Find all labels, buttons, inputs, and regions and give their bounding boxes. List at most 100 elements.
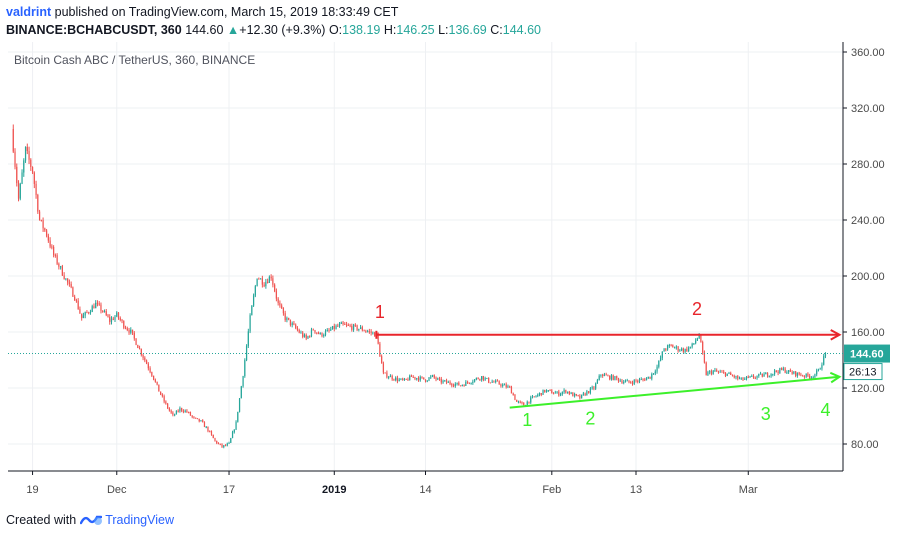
candle-body (38, 211, 41, 220)
candle-body (366, 331, 369, 333)
candle-body (67, 278, 69, 283)
author-name[interactable]: valdrint (6, 5, 52, 19)
candle-body (233, 429, 235, 433)
candle-body (181, 408, 183, 411)
candle-body (612, 375, 614, 380)
countdown-box (843, 363, 883, 381)
candle-body (293, 323, 295, 325)
candle-body (40, 219, 42, 221)
candle-body (126, 328, 128, 331)
candle-body (89, 312, 92, 314)
candle-body (231, 432, 234, 439)
candle-body (663, 349, 665, 352)
candle-body (356, 325, 358, 330)
candle-body (484, 378, 486, 380)
candle-body (395, 377, 397, 381)
candle-body (361, 327, 363, 331)
candle-body (31, 166, 34, 173)
candle-body (205, 426, 207, 428)
candle-body (505, 384, 507, 388)
candle-body (407, 379, 409, 381)
candle-body (203, 422, 206, 428)
candle-body (149, 368, 151, 373)
candle-body (435, 377, 437, 380)
candle-body (498, 381, 500, 385)
candle-body (802, 375, 804, 377)
candle-body (537, 394, 539, 397)
candle-body (800, 374, 802, 376)
candle-body (352, 324, 355, 330)
candle-body (596, 380, 599, 384)
candle-body (49, 240, 51, 247)
candle-body (145, 360, 148, 364)
candle-body (503, 384, 506, 386)
candle-body (19, 183, 21, 199)
candle-body (716, 370, 718, 372)
candle-body (745, 376, 748, 379)
candle-body (791, 371, 793, 374)
candle-body (268, 276, 270, 283)
candle-body (533, 396, 535, 398)
x-tick-label: 17 (223, 484, 235, 496)
candle-body (130, 329, 132, 333)
candle-body (100, 304, 102, 311)
candle-body (565, 390, 567, 393)
candle-body (456, 382, 458, 384)
candle-body (547, 390, 549, 392)
candle-body (154, 379, 156, 382)
y-tick-label: 360.00 (851, 47, 885, 59)
candle-body (212, 434, 214, 439)
candle-body (167, 403, 169, 409)
candle-body (589, 388, 592, 393)
candle-body (617, 378, 620, 382)
candle-body (340, 322, 342, 324)
candle-body (381, 356, 383, 364)
candle-body (238, 398, 241, 412)
candle-body (605, 374, 607, 376)
candle-body (158, 384, 160, 392)
candle-body (207, 426, 209, 432)
candle-body (177, 410, 179, 412)
price-tag-box (844, 344, 890, 363)
candle-body (726, 373, 728, 376)
candle-body (717, 371, 720, 373)
candle-body (438, 378, 441, 380)
candle-body (363, 330, 365, 332)
candle-body (37, 194, 39, 212)
candle-body (321, 332, 323, 337)
candle-body (549, 390, 551, 392)
candle-body (259, 278, 262, 280)
candle-body (410, 375, 413, 377)
candle-body (779, 368, 781, 373)
candle-body (295, 324, 297, 329)
candle-body (107, 315, 109, 318)
candle-body (761, 373, 763, 377)
candle-body (740, 377, 742, 379)
candle-body (175, 410, 178, 415)
candle-body (33, 172, 35, 184)
candle-body (523, 402, 525, 406)
candle-body (702, 342, 704, 353)
candle-body (374, 332, 376, 337)
candle-body (68, 282, 71, 284)
candle-body (730, 373, 732, 375)
price-change: +12.30 (+9.3%) (239, 23, 326, 37)
candle-body (338, 323, 341, 327)
candle-body (133, 332, 135, 339)
candle-body (656, 366, 658, 372)
candle-body (772, 373, 774, 375)
candle-body (672, 345, 674, 348)
candle-body (817, 369, 820, 371)
y-tick-label: 80.00 (851, 439, 879, 451)
candle-body (86, 312, 88, 314)
candle-body (538, 393, 541, 395)
candle-body (223, 445, 225, 448)
tradingview-brand[interactable]: TradingView (105, 513, 174, 527)
high-label: H: (383, 23, 397, 37)
chart-title: Bitcoin Cash ABC / TetherUS, 360, BINANC… (14, 53, 255, 67)
candle-body (93, 306, 95, 309)
candle-body (123, 321, 125, 328)
candle-body (347, 324, 349, 326)
candle-body (603, 374, 606, 376)
